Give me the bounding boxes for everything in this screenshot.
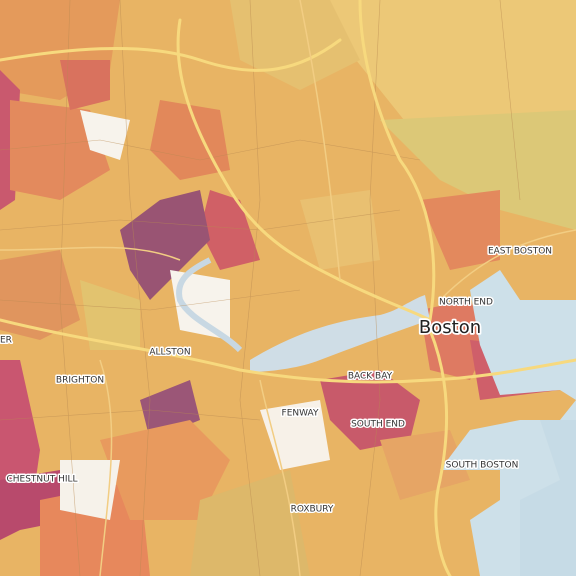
place-label: BRIGHTON	[56, 376, 104, 386]
place-label: SOUTH BOSTON	[446, 461, 519, 471]
tract-edges	[0, 0, 521, 576]
place-label: BACK BAY	[348, 372, 393, 382]
place-label: SOUTH END	[351, 420, 405, 430]
place-label: ROXBURY	[291, 505, 334, 515]
labels: ER ALLSTON BRIGHTON BACK BAY FENWAY SOUT…	[0, 245, 554, 516]
place-label: EAST BOSTON	[488, 247, 552, 257]
place-label: ALLSTON	[149, 348, 190, 358]
water	[176, 257, 576, 576]
place-label: ER	[0, 336, 12, 346]
city-label: Boston	[419, 317, 481, 338]
place-label: CHESTNUT HILL	[6, 475, 77, 485]
place-label: NORTH END	[439, 298, 493, 308]
place-label: FENWAY	[282, 409, 319, 419]
